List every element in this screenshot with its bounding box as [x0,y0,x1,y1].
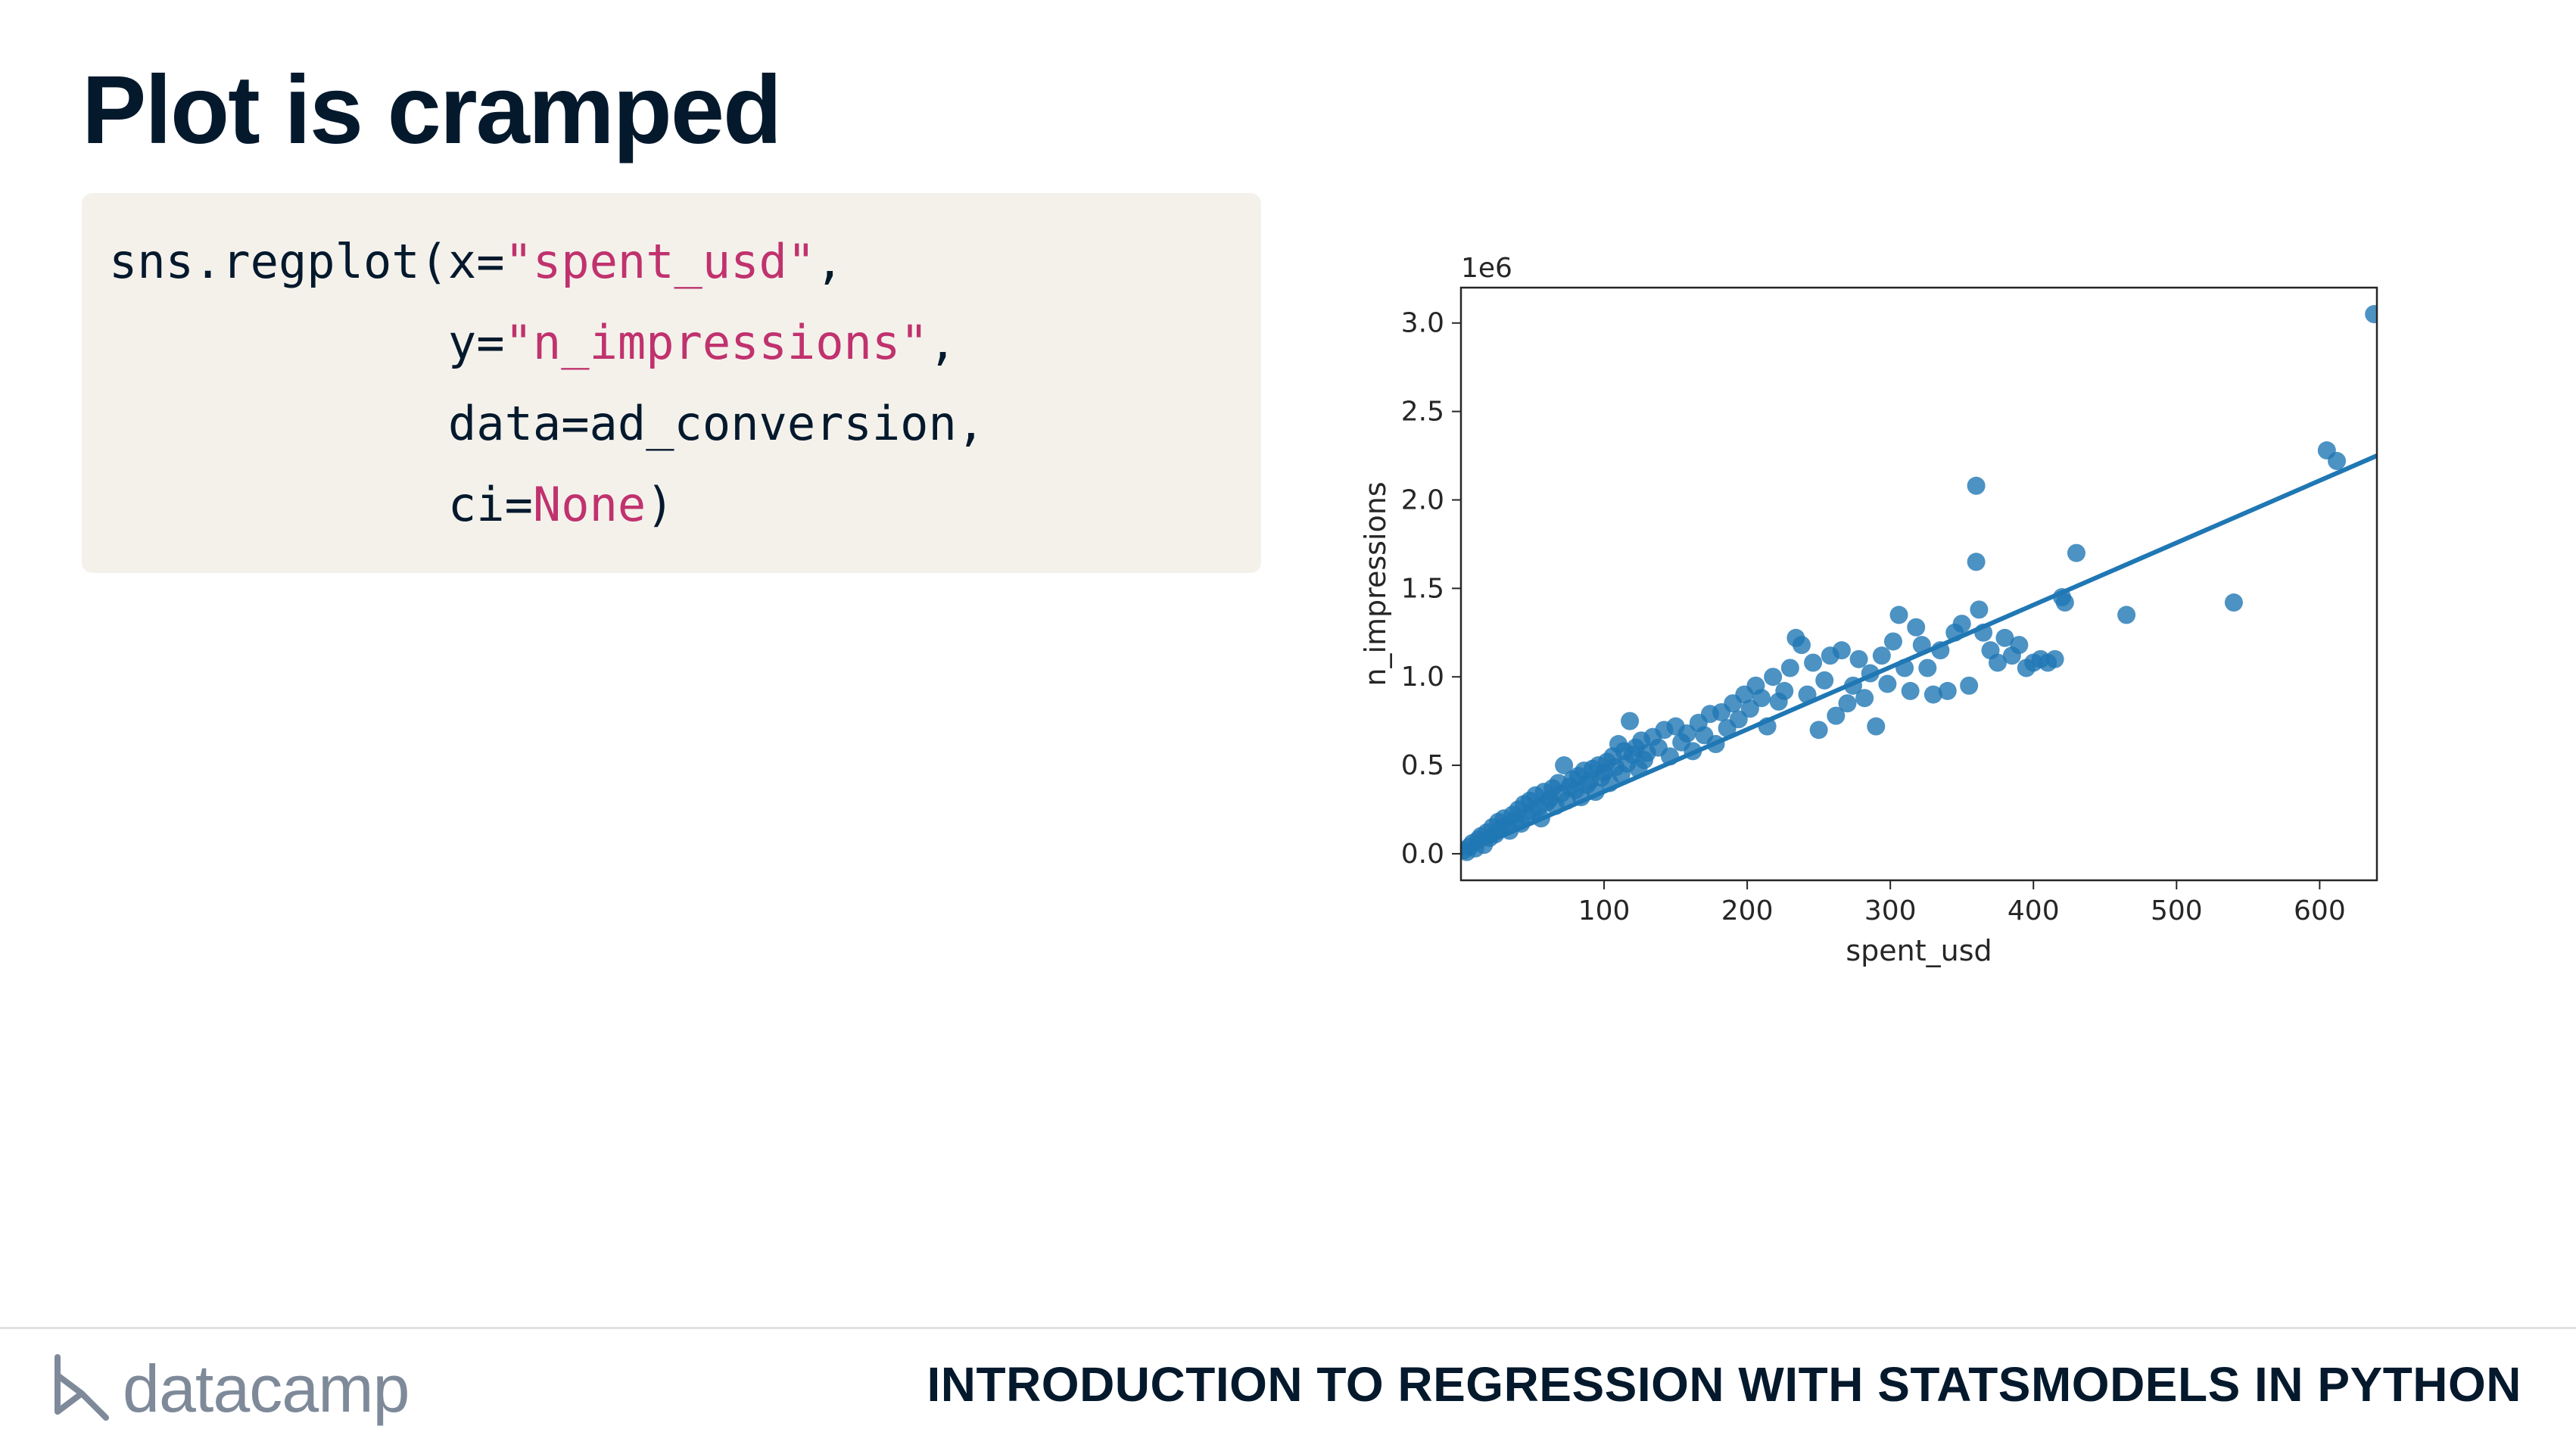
data-point [1764,668,1783,687]
data-point [1677,724,1696,743]
data-point [1872,646,1891,665]
data-point [1960,676,1979,695]
data-point [1752,689,1771,708]
x-tick-label: 300 [1864,895,1917,926]
data-point [1832,641,1851,660]
y-tick-label: 1.0 [1401,662,1444,693]
datacamp-logo-icon [55,1354,109,1421]
data-point [1555,756,1574,775]
x-tick-label: 400 [2008,895,2060,926]
y-tick-label: 0.5 [1401,750,1444,781]
data-point [1729,710,1748,729]
data-point [1780,659,1799,677]
code-line-1: sns.regplot(x="spent_usd", [109,234,844,289]
data-point [2224,593,2243,612]
data-point [2117,606,2136,624]
data-point [1809,721,1828,740]
data-point [1967,553,1986,571]
y-tick-label: 2.0 [1401,484,1444,515]
data-point [1923,685,1942,704]
plot-frame [1459,286,2378,882]
slide-title: Plot is cramped [82,56,782,164]
data-point [1775,681,1794,700]
x-tick-label: 600 [2294,895,2346,926]
data-point [2067,543,2085,562]
regression-line [1461,453,2377,856]
data-point [2365,305,2377,324]
data-point [1988,653,2007,672]
code-token: y= [109,315,505,370]
data-point [1952,615,1971,634]
code-token: sns.regplot(x= [109,234,505,289]
y-tick-label: 0.0 [1401,839,1444,870]
data-point [1867,717,1886,736]
footer-divider [0,1327,2576,1329]
datacamp-logo: datacamp [51,1347,410,1431]
x-tick-label: 100 [1578,895,1631,926]
data-point [2328,452,2347,471]
x-tick-label: 200 [1721,895,1774,926]
data-point [2045,649,2064,668]
data-point [1827,706,1846,725]
x-axis-label: spent_usd [1846,934,1992,967]
logo-text: datacamp [123,1351,410,1426]
data-point [1740,699,1759,718]
data-point [1918,659,1937,677]
data-point [1938,681,1957,700]
code-line-2: y="n_impressions", [109,315,957,370]
x-tick-label: 500 [2151,895,2203,926]
data-point [1815,671,1834,690]
y-tick-label: 3.0 [1401,308,1444,339]
data-point [1970,600,1989,619]
y-axis-label: n_impressions [1359,481,1392,686]
code-text: sns.regplot(x="spent_usd", y="n_impressi… [109,221,985,545]
data-point [1849,649,1868,668]
data-point [1883,632,1902,651]
code-token: , [815,234,844,289]
data-point [2055,593,2074,612]
data-point [1889,606,1908,624]
data-point [1804,653,1823,672]
data-point [1621,711,1640,730]
data-point [2010,636,2029,655]
data-point [1855,689,1874,708]
code-token: ci= [109,477,533,532]
code-string: "spent_usd" [504,234,816,289]
y-offset-label: 1e6 [1461,253,1512,284]
code-line-3: data=ad_conversion, [109,396,986,451]
code-token: , [928,315,957,370]
course-title: INTRODUCTION TO REGRESSION WITH STATSMOD… [927,1357,2521,1412]
data-point [1901,681,1920,700]
y-tick-label: 1.5 [1401,573,1444,604]
y-tick-label: 2.5 [1401,397,1444,428]
data-point [1967,476,1986,495]
code-keyword: None [532,477,646,532]
data-point [1878,674,1897,693]
code-string: "n_impressions" [504,315,929,370]
code-token: ) [646,477,674,532]
data-point [1995,628,2014,647]
code-block: sns.regplot(x="spent_usd", y="n_impressi… [82,193,1261,573]
scatter-chart: 100 200 300 400 500 600 0.0 0.5 1.0 1.5 2.0 2.5 3.0 1… [1359,253,2378,967]
data-point [1838,694,1857,713]
code-line-4: ci=None) [109,477,674,532]
data-point [1792,636,1811,655]
data-point [1907,618,1926,637]
